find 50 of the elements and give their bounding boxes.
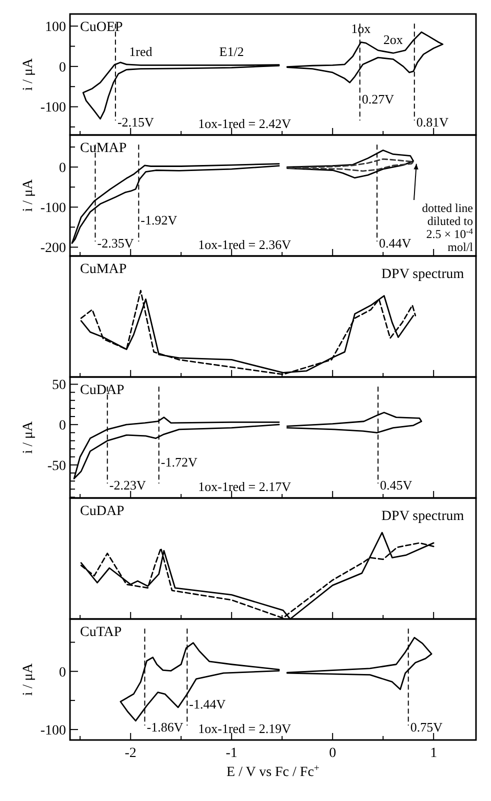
ref-line-label: -2.35V [97,236,134,251]
y-tick-label: -100 [40,201,66,216]
y-tick-label: -200 [40,241,66,256]
annotation: E1/2 [219,44,244,60]
annotation: 1ox-1red = 2.42V [198,116,292,131]
annotation: 1ox-1red = 2.17V [198,479,292,494]
y-tick-label: 100 [45,20,66,35]
y-tick-label: 50 [52,378,66,394]
y-tick-label: -100 [40,100,66,116]
y-tick-label: -50 [47,458,66,474]
ref-line-label: -1.44V [189,696,226,712]
annotation: 1red [129,44,153,60]
ref-line-label: 0.75V [410,720,444,735]
chart-title: CuMAP [80,141,127,156]
ref-line-label: -1.72V [160,454,198,470]
x-axis-title: E / V vs Fc / Fc$^{+}$ [226,762,320,780]
ref-line-label: 0.44V [379,236,412,251]
x-tick-label: -1 [226,746,238,761]
y-tick-label: 0 [59,160,66,176]
ref-line-label: 0.81V [416,114,450,130]
y-axis-title: i / μA [21,662,36,696]
chart-title: CuOEP [80,20,123,35]
annotation: 1ox-1red = 2.19V [198,721,292,736]
chart-title: CuDAP [80,383,125,398]
y-tick-label: 0 [59,60,66,76]
y-axis-title: i / μA [21,57,36,91]
ref-line-label: -2.15V [117,114,155,130]
y-tick-label: -100 [40,723,66,738]
line-series [286,158,414,172]
x-tick-label: -2 [124,746,136,761]
annotation: 1ox [351,21,372,36]
chart-title: CuMAP [80,262,127,277]
ref-line-label: -2.23V [109,478,146,493]
y-axis-title: i / μA [21,178,36,212]
chart-subtitle: DPV spectrum [381,509,464,524]
annotation: dotted line diluted to 2.5 × 10$^{-4}$ mol/l [422,201,474,254]
ref-line-label: -1.92V [140,212,178,228]
ref-line-label: 0.27V [362,92,395,107]
x-tick-label: 0 [329,746,336,761]
chart-title: CuTAP [80,625,122,640]
ref-line-label: -1.86V [146,720,184,735]
ref-line-label: 0.45V [380,478,413,493]
annotation: 1ox-1red = 2.36V [198,237,292,252]
chart-subtitle: DPV spectrum [381,267,464,282]
annotation: 2ox [383,32,404,48]
chart-title: CuDAP [80,504,125,519]
x-tick-label: 1 [430,746,438,761]
y-tick-label: 0 [59,665,66,680]
y-axis-title: i / μA [21,420,36,454]
y-tick-label: 0 [59,418,66,434]
